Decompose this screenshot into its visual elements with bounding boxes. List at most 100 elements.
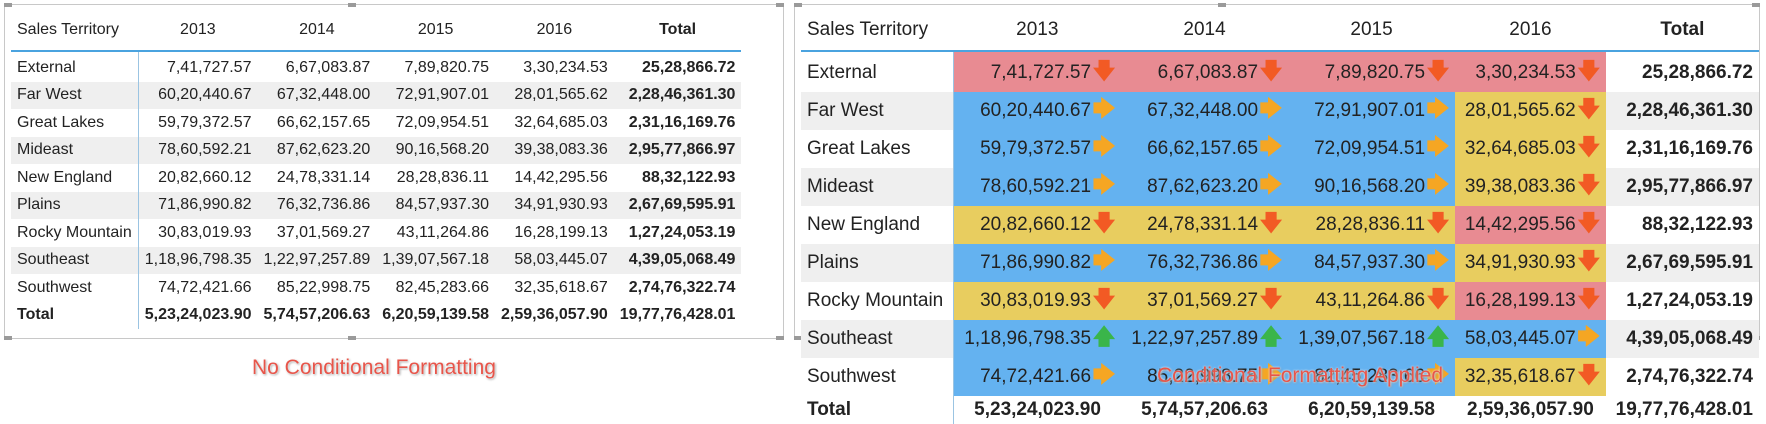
territory-label: Far West <box>801 92 955 130</box>
column-total-cell: 5,23,24,023.90 <box>953 396 1122 424</box>
value-cell: 1,39,07,567.18 <box>376 246 496 274</box>
plain-table-visual[interactable]: Sales Territory 2013 2014 2015 2016 Total Ext… <box>4 3 784 340</box>
cell-value: 20,82,660.12 <box>980 214 1092 235</box>
arrow-down-icon: 🡇 <box>1577 248 1601 273</box>
value-cell: 28,28,836.11 <box>396 168 490 186</box>
value-cell: 59,79,372.57🡆 <box>953 130 1122 168</box>
table-row: Rocky Mountain 30,83,019.93 37,01,569.27 43… <box>11 219 741 247</box>
value-cell: 39,38,083.36 <box>495 136 614 164</box>
grand-total-cell: 19,77,76,428.01 <box>1605 396 1759 424</box>
value-cell: 32,64,685.03🡇 <box>1455 130 1606 168</box>
row-total-cell: 2,31,16,169.76 <box>628 113 736 131</box>
value-cell: 20,82,660.12🡇 <box>953 206 1122 244</box>
arrow-down-icon: 🡇 <box>1577 362 1601 387</box>
value-cell: 32,35,618.67 <box>514 278 608 296</box>
table-row: Great Lakes 59,79,372.57🡆 66,62,157.65🡆 72,… <box>801 130 1759 168</box>
column-total-cell: 5,23,24,023.90 <box>138 301 258 329</box>
row-total-cell: 25,28,866.72 <box>1642 62 1753 83</box>
cell-value: 14,42,295.56 <box>1464 214 1576 235</box>
value-cell: 7,41,727.57 <box>166 58 252 76</box>
table-row: Southwest 74,72,421.66🡆 85,22,998.75🡆 82,45… <box>801 358 1759 396</box>
cell-value: 7,41,727.57 <box>990 62 1092 83</box>
territory-label: External <box>11 51 139 82</box>
arrow-right-icon: 🡆 <box>1092 96 1116 121</box>
value-cell: 43,11,264.86 <box>396 223 490 241</box>
value-cell: 14,42,295.56🡇 <box>1455 206 1606 244</box>
column-header-2013[interactable]: 2013 <box>180 21 216 38</box>
value-cell: 34,91,930.93🡇 <box>1455 244 1606 282</box>
row-total-cell: 2,95,77,866.97 <box>613 136 742 164</box>
value-cell: 85,22,998.75🡆 <box>1121 358 1289 396</box>
value-cell: 1,18,96,798.35 <box>138 246 258 274</box>
formatted-table-visual[interactable]: Sales Territory 2013 2014 2015 2016 Total Ext… <box>794 3 1760 424</box>
column-header-2015[interactable]: 2015 <box>1350 19 1393 40</box>
table-row: External 7,41,727.57 6,67,083.87 7,89,820.7… <box>11 51 741 82</box>
value-cell: 14,42,295.56 <box>514 168 608 186</box>
grand-total-cell: 19,77,76,428.01 <box>613 301 742 329</box>
caption-no-formatting: No Conditional Formatting <box>252 356 496 379</box>
plain-matrix-table: Sales Territory 2013 2014 2015 2016 Total Ext… <box>11 10 742 329</box>
value-cell: 3,30,234.53 <box>523 58 608 76</box>
table-row: Great Lakes 59,79,372.57 66,62,157.65 72,09… <box>11 109 741 137</box>
table-row: Plains 71,86,990.82🡆 76,32,736.86🡆 84,57,93… <box>801 244 1759 282</box>
value-cell: 72,09,954.51🡆 <box>1288 130 1456 168</box>
arrow-right-icon: 🡆 <box>1259 248 1283 273</box>
territory-label: New England <box>11 164 139 192</box>
value-cell: 6,67,083.87🡇 <box>1121 51 1289 92</box>
column-header-2014[interactable]: 2014 <box>299 21 335 38</box>
cell-value: 72,09,954.51 <box>1314 138 1426 159</box>
table-row: New England 20,82,660.12 24,78,331.14 28,28… <box>11 164 741 192</box>
value-cell: 74,72,421.66🡆 <box>953 358 1122 396</box>
column-header-2014[interactable]: 2014 <box>1183 19 1226 40</box>
column-header-territory[interactable]: Sales Territory <box>17 21 119 38</box>
value-cell: 66,62,157.65🡆 <box>1121 130 1289 168</box>
value-cell: 58,03,445.07🡆 <box>1455 320 1606 358</box>
value-cell: 1,22,97,257.89🡅 <box>1121 320 1289 358</box>
arrow-down-icon: 🡇 <box>1577 96 1601 121</box>
value-cell: 84,57,937.30 <box>376 191 496 219</box>
arrow-down-icon: 🡇 <box>1259 286 1283 311</box>
territory-label: Rocky Mountain <box>11 219 139 247</box>
row-total-cell: 25,28,866.72 <box>642 58 736 76</box>
value-cell: 87,62,623.20🡆 <box>1121 168 1289 206</box>
arrow-down-icon: 🡇 <box>1426 210 1450 235</box>
row-total-cell: 1,27,24,053.19 <box>1626 290 1753 311</box>
cell-value: 59,79,372.57 <box>980 138 1092 159</box>
arrow-right-icon: 🡆 <box>1426 134 1450 159</box>
territory-label: Mideast <box>801 168 955 206</box>
value-cell: 90,16,568.20 <box>376 136 496 164</box>
table-row: Southeast 1,18,96,798.35🡅 1,22,97,257.89🡅 1… <box>801 320 1759 358</box>
column-total-cell: 6,20,59,139.58 <box>1288 396 1456 424</box>
arrow-right-icon: 🡆 <box>1577 324 1601 349</box>
table-row: Rocky Mountain 30,83,019.93🡇 37,01,569.27🡇… <box>801 282 1759 320</box>
table-row: Mideast 78,60,592.21🡆 87,62,623.20🡆 90,16,5… <box>801 168 1759 206</box>
value-cell: 24,78,331.14 <box>276 168 371 186</box>
column-header-2016[interactable]: 2016 <box>1509 19 1552 40</box>
cell-value: 66,62,157.65 <box>1147 138 1259 159</box>
value-cell: 1,18,96,798.35🡅 <box>953 320 1122 358</box>
column-header-2013[interactable]: 2013 <box>1016 19 1059 40</box>
arrow-right-icon: 🡆 <box>1426 362 1450 387</box>
territory-label: Great Lakes <box>11 109 139 137</box>
value-cell: 87,62,623.20 <box>257 136 377 164</box>
column-header-total[interactable]: Total <box>1660 19 1705 40</box>
value-cell: 6,67,083.87 <box>285 58 371 76</box>
cell-value: 1,18,96,798.35 <box>964 328 1092 349</box>
arrow-right-icon: 🡆 <box>1259 172 1283 197</box>
arrow-down-icon: 🡇 <box>1426 286 1450 311</box>
cell-value: 7,89,820.75 <box>1324 62 1426 83</box>
column-header-2016[interactable]: 2016 <box>536 21 573 38</box>
column-total-cell: 6,20,59,139.58 <box>376 301 496 329</box>
value-cell: 7,89,820.75🡇 <box>1288 51 1456 92</box>
row-total-cell: 4,39,05,068.49 <box>1605 320 1759 358</box>
column-header-total[interactable]: Total <box>659 21 697 38</box>
cell-value: 28,28,836.11 <box>1315 214 1426 235</box>
column-header-2015[interactable]: 2015 <box>417 21 454 38</box>
column-header-territory[interactable]: Sales Territory <box>807 19 929 40</box>
cell-value: 74,72,421.66 <box>980 366 1092 387</box>
value-cell: 1,22,97,257.89 <box>257 246 377 274</box>
arrow-down-icon: 🡇 <box>1577 172 1601 197</box>
arrow-down-icon: 🡇 <box>1577 58 1601 83</box>
table-row: Far West 60,20,440.67🡆 67,32,448.00🡆 72,91,… <box>801 92 1759 130</box>
row-total-cell: 4,39,05,068.49 <box>613 246 742 274</box>
